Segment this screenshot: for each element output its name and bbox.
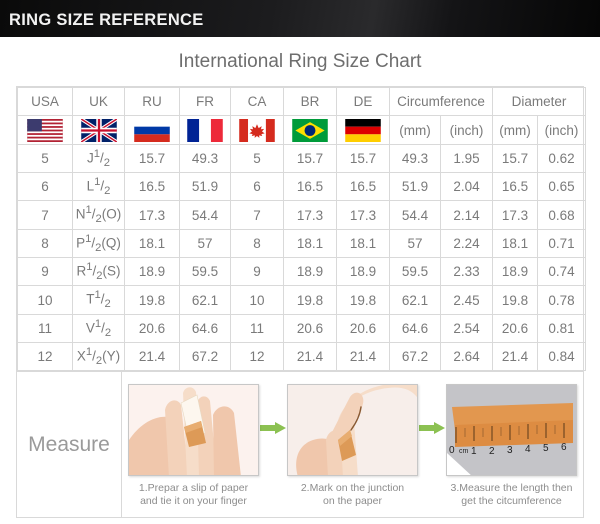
svg-text:3: 3 bbox=[507, 445, 513, 456]
svg-text:2: 2 bbox=[489, 446, 495, 457]
svg-text:4: 4 bbox=[525, 444, 531, 455]
svg-text:5: 5 bbox=[543, 443, 549, 454]
svg-text:6: 6 bbox=[561, 442, 567, 453]
svg-text:cm: cm bbox=[459, 448, 469, 455]
svg-text:1: 1 bbox=[471, 446, 477, 457]
svg-text:0: 0 bbox=[449, 445, 455, 456]
